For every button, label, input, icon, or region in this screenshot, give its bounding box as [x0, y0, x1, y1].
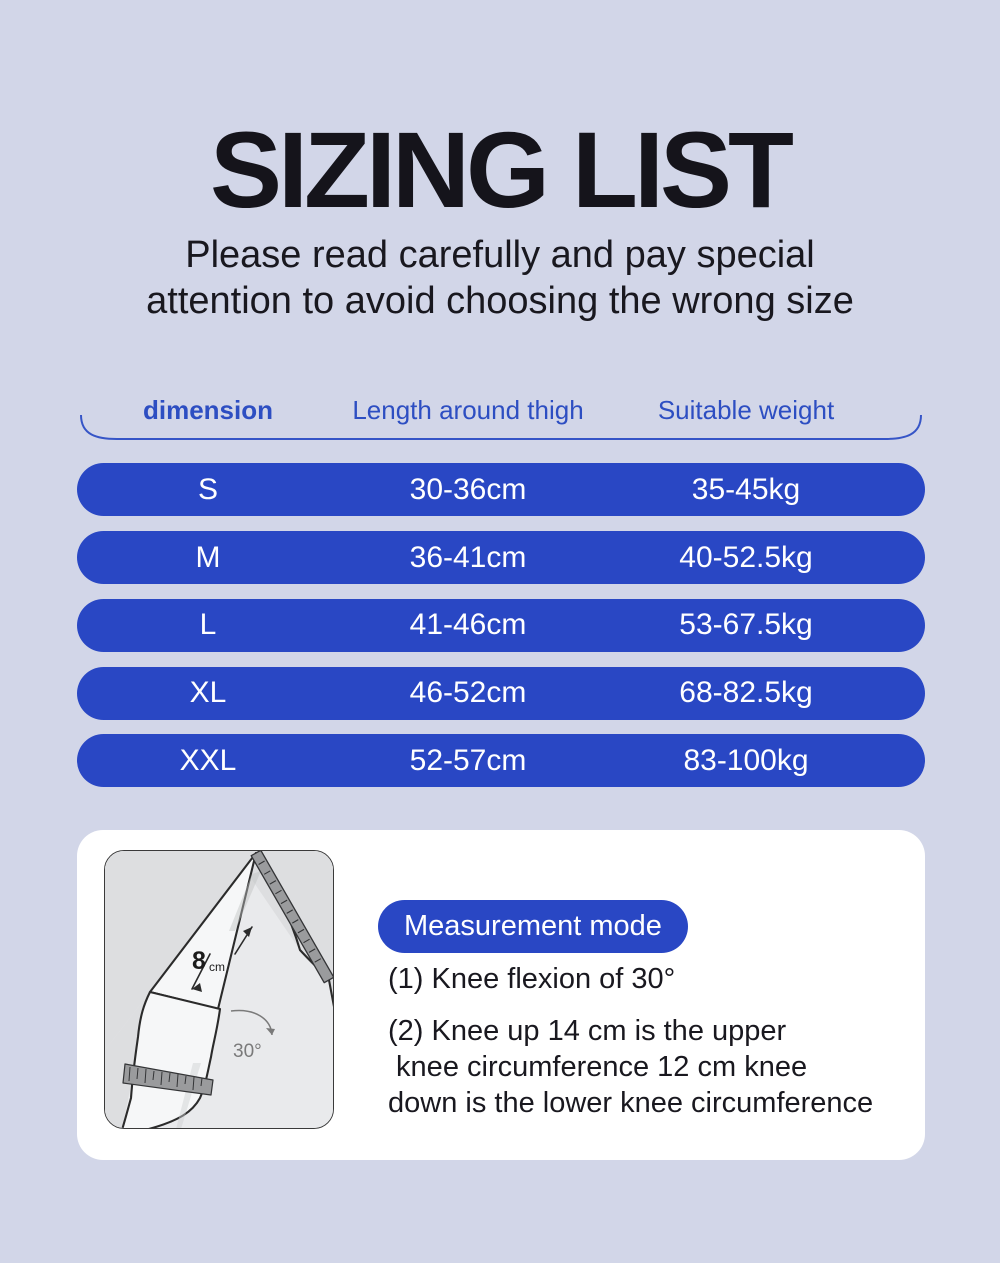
svg-text:8: 8: [192, 947, 206, 975]
svg-text:cm: cm: [209, 960, 225, 974]
svg-text:30°: 30°: [233, 1041, 262, 1062]
